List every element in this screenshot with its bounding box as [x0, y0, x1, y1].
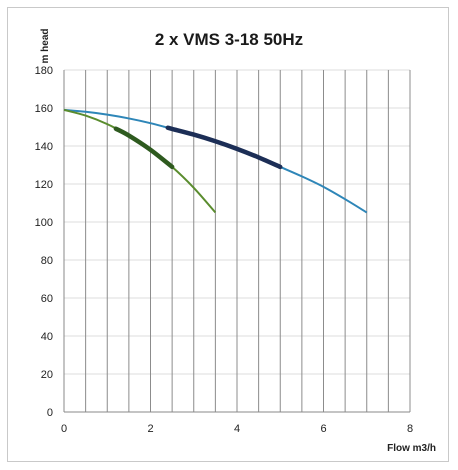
series-highlight-2 — [113, 126, 175, 170]
grid-lines — [64, 69, 411, 412]
y-tick-label: 140 — [35, 141, 53, 153]
y-tick-label: 100 — [35, 217, 53, 229]
x-tick-label: 2 — [147, 423, 153, 435]
chart-svg: 2 x VMS 3-18 50Hz 0204060801001201401601… — [35, 28, 436, 454]
x-axis-label: Flow m3/h — [387, 443, 436, 454]
y-tick-label: 60 — [41, 293, 53, 305]
x-tick-label: 6 — [320, 423, 326, 435]
chart-title: 2 x VMS 3-18 50Hz — [155, 30, 303, 49]
y-tick-label: 40 — [41, 331, 53, 343]
x-tick-label: 0 — [61, 423, 67, 435]
series-lines — [63, 108, 368, 214]
axes — [63, 70, 410, 413]
series-line-2 — [63, 108, 217, 214]
y-tick-label: 180 — [35, 65, 53, 77]
chart-frame: 2 x VMS 3-18 50Hz 0 20 40 60 80 100 120 140 160 1… — [7, 7, 449, 462]
x-tick-label: 8 — [407, 423, 413, 435]
y-tick-label: 120 — [35, 179, 53, 191]
y-tick-label: 160 — [35, 103, 53, 115]
y-tick-label: 80 — [41, 255, 53, 267]
tick-labels: 0 20 40 60 80 100 120 140 160 180 0 2 4 6 8 — [35, 65, 413, 435]
x-tick-label: 4 — [234, 423, 240, 435]
y-tick-label: 0 — [47, 407, 53, 419]
y-axis-label: m head — [40, 28, 51, 63]
series-highlight-1 — [165, 125, 283, 170]
y-tick-label: 20 — [41, 369, 53, 381]
